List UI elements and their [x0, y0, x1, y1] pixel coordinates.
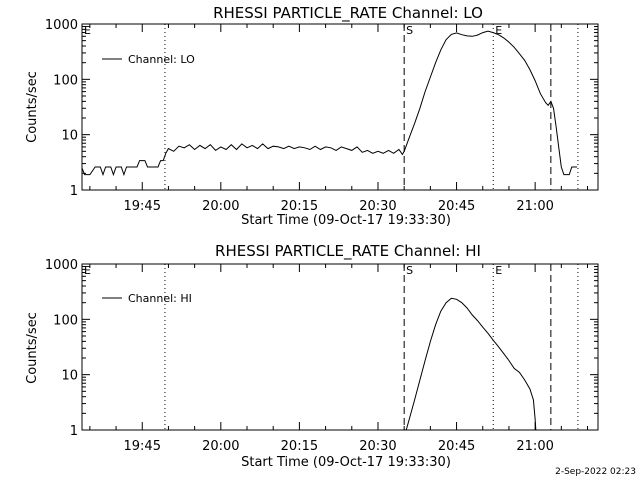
- event-marker-label: S: [406, 24, 413, 37]
- x-tick-label: 20:00: [202, 439, 239, 454]
- hi-channel-panel: RHESSI PARTICLE_RATE Channel: HI Start T…: [25, 242, 599, 470]
- event-marker-label: E: [84, 24, 91, 37]
- lo-legend-label: Channel: LO: [128, 53, 195, 66]
- x-tick-label: 20:15: [281, 199, 318, 214]
- x-tick-label: 19:45: [124, 199, 161, 214]
- plot-frame: [81, 263, 599, 431]
- lo-y-axis-label: Counts/sec: [25, 71, 40, 143]
- event-marker-label: E: [495, 24, 502, 37]
- event-marker-label: E: [495, 264, 502, 277]
- x-tick-label: 20:45: [438, 199, 475, 214]
- x-tick-label: 21:00: [516, 199, 553, 214]
- event-marker-label: E: [84, 264, 91, 277]
- x-tick-label: 20:30: [359, 199, 396, 214]
- lo-chart-title: RHESSI PARTICLE_RATE Channel: LO: [213, 4, 483, 23]
- y-tick-label: 100: [53, 73, 78, 88]
- data-series-line: [405, 297, 537, 430]
- hi-x-axis-label: Start Time (09-Oct-17 19:33:30): [241, 455, 451, 470]
- x-tick-label: 20:30: [359, 439, 396, 454]
- lo-x-axis-label: Start Time (09-Oct-17 19:33:30): [241, 213, 451, 228]
- x-tick-label: 20:45: [438, 439, 475, 454]
- hi-legend-label: Channel: HI: [128, 292, 192, 305]
- x-tick-label: 19:45: [124, 439, 161, 454]
- x-tick-label: 20:00: [202, 199, 239, 214]
- y-tick-label: 1: [70, 184, 78, 199]
- y-tick-label: 100: [53, 313, 78, 328]
- x-tick-label: 20:15: [281, 439, 318, 454]
- timestamp: 2-Sep-2022 02:23: [555, 467, 636, 477]
- y-tick-label: 1000: [45, 18, 78, 33]
- plot-frame: [81, 23, 599, 191]
- event-marker-label: S: [406, 264, 413, 277]
- y-tick-label: 1000: [45, 258, 78, 273]
- lo-channel-panel: RHESSI PARTICLE_RATE Channel: LO Start T…: [25, 4, 599, 228]
- y-tick-label: 10: [61, 129, 78, 144]
- hi-y-axis-label: Counts/sec: [25, 312, 40, 384]
- y-tick-label: 10: [61, 369, 78, 384]
- data-series-line: [82, 30, 577, 177]
- hi-chart-title: RHESSI PARTICLE_RATE Channel: HI: [215, 242, 481, 261]
- y-tick-label: 1: [70, 424, 78, 439]
- x-tick-label: 21:00: [516, 439, 553, 454]
